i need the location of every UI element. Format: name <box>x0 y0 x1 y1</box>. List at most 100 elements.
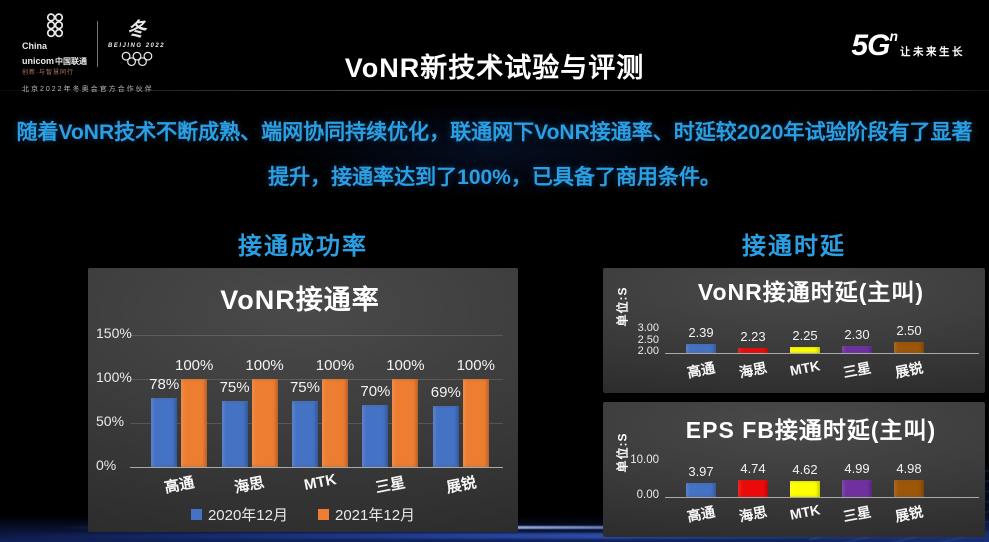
5g-mark: 5G <box>851 29 890 62</box>
category-label: 展锐 <box>444 474 478 497</box>
bar <box>738 480 768 497</box>
chart-title: EPS FB接通时延(主叫) <box>685 417 937 443</box>
bar <box>738 347 768 353</box>
bar <box>221 401 248 467</box>
intro-text-line1: 随着VoNR技术不断成熟、端网协同持续优化，联通网下VoNR接通率、时延较202… <box>16 121 973 144</box>
olympic-rings-icon <box>121 51 152 66</box>
title-divider <box>0 90 989 91</box>
bar <box>362 405 389 467</box>
category-label: 展锐 <box>893 359 925 381</box>
bar-group: 69% 100% <box>426 335 496 467</box>
bar <box>842 479 872 497</box>
bar <box>151 398 178 467</box>
bar <box>251 379 278 467</box>
bar-slot: 100% <box>316 335 354 467</box>
chart-vonr-delay-calling: VoNR接通时延(主叫) 单位:S 3.00 2.50 2.00 2.39 高通 2.23 海思… <box>603 268 985 393</box>
category-label: 海思 <box>233 474 267 497</box>
value-label: 4.74 <box>740 461 766 477</box>
5g-brand-logo: 5Gn让未来生长 <box>851 28 965 63</box>
value-label: 100% <box>175 357 214 374</box>
category-label: 三星 <box>841 503 873 525</box>
y-tick-label: 100% <box>96 369 132 386</box>
5g-slogan: 让未来生长 <box>900 46 965 58</box>
gridline <box>130 335 503 336</box>
x-axis-line <box>665 353 979 354</box>
bar-slot: 3.97 <box>686 462 716 497</box>
y-tick-label: 0.00 <box>636 488 659 501</box>
bar <box>462 379 489 467</box>
chart-vonr-connection-rate: VoNR接通率 150% 100% 50% 0% 78% 100% 高通 75% 100% 海思 75… <box>88 268 518 532</box>
category-label: 海思 <box>737 503 769 525</box>
value-label: 2.25 <box>792 328 818 344</box>
value-label: 100% <box>456 357 495 374</box>
bar-slot: 4.98 <box>894 460 924 497</box>
bar-slot: 4.74 <box>738 461 768 497</box>
logo-separator <box>97 21 99 68</box>
bar-slot: 78% <box>149 335 179 467</box>
bar-slot: 2.39 <box>686 325 716 353</box>
bar-slot: 4.99 <box>842 460 872 497</box>
y-tick-label: 2.50 <box>637 333 659 346</box>
bar-group: 2.39 <box>675 325 727 353</box>
value-label: 75% <box>219 379 250 396</box>
value-label: 2.23 <box>740 328 766 344</box>
chart-epsfb-delay-calling: EPS FB接通时延(主叫) 单位:S 10.00 0.00 3.97 高通 4.74 海思 4… <box>603 402 985 537</box>
bar <box>894 479 924 497</box>
bar <box>894 341 924 353</box>
legend-item: 2021年12月 <box>318 504 415 525</box>
gridline <box>130 379 503 380</box>
bar <box>291 401 318 467</box>
bar-slot: 4.62 <box>790 462 820 497</box>
value-label: 4.99 <box>844 460 870 476</box>
section-header-success-rate: 接通成功率 <box>238 233 368 260</box>
value-label: 2.30 <box>844 327 870 343</box>
y-tick-label: 0% <box>96 457 117 474</box>
x-axis-line <box>665 497 979 498</box>
legend-label: 2020年12月 <box>207 507 288 524</box>
beijing-2022-logo: 冬 BEIJING 2022 <box>108 19 165 68</box>
bar-group: 4.98 <box>883 460 935 497</box>
legend-swatch <box>318 509 329 520</box>
y-axis-unit-label: 单位:S <box>615 432 630 473</box>
category-label: 高通 <box>685 359 717 381</box>
chart-title: VoNR接通时延(主叫) <box>697 279 925 305</box>
bar-slot: 69% <box>430 335 461 467</box>
x-axis-line <box>130 467 503 468</box>
bar <box>790 480 820 497</box>
value-label: 4.98 <box>896 460 922 476</box>
bar <box>392 379 419 467</box>
value-label: 4.62 <box>792 461 818 477</box>
bar-group: 70% 100% <box>355 335 425 467</box>
bar-slot: 100% <box>457 335 495 467</box>
value-label: 2.39 <box>688 325 714 341</box>
bar-group: 2.50 <box>883 323 935 353</box>
value-label: 75% <box>289 379 320 396</box>
bar-group: 2.23 <box>727 328 779 353</box>
value-label: 70% <box>360 383 391 401</box>
bar <box>686 344 716 353</box>
bar-group: 3.97 <box>675 462 727 497</box>
partnership-text: 北京2022年冬奥会官方合作伙伴 <box>22 85 154 93</box>
bar-group: 78% 100% <box>144 335 214 467</box>
unicom-name-cn: 中国联通 <box>55 57 88 67</box>
legend-swatch <box>190 509 202 520</box>
bar <box>842 346 872 353</box>
intro-text-line2: 提升，接通率达到了100%，已具备了商用条件。 <box>268 166 721 189</box>
bar <box>432 406 459 467</box>
value-label: 69% <box>430 384 461 402</box>
bar <box>686 483 716 497</box>
value-label: 100% <box>315 357 355 374</box>
category-label: 高通 <box>685 503 717 525</box>
category-label: 三星 <box>374 474 407 497</box>
legend-item: 2020年12月 <box>190 504 288 525</box>
bar-slot: 2.50 <box>894 323 924 353</box>
bar <box>181 379 208 467</box>
y-tick-label: 10.00 <box>630 453 659 466</box>
bar-slot: 100% <box>245 335 284 467</box>
y-tick-label: 50% <box>96 413 125 430</box>
bar-slot: 70% <box>360 335 391 467</box>
value-label: 100% <box>386 357 425 374</box>
bar <box>790 347 820 353</box>
bar-group: 4.62 <box>779 462 831 497</box>
bar-group: 2.30 <box>831 327 883 353</box>
